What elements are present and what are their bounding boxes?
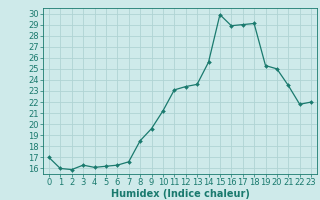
- X-axis label: Humidex (Indice chaleur): Humidex (Indice chaleur): [111, 189, 249, 199]
